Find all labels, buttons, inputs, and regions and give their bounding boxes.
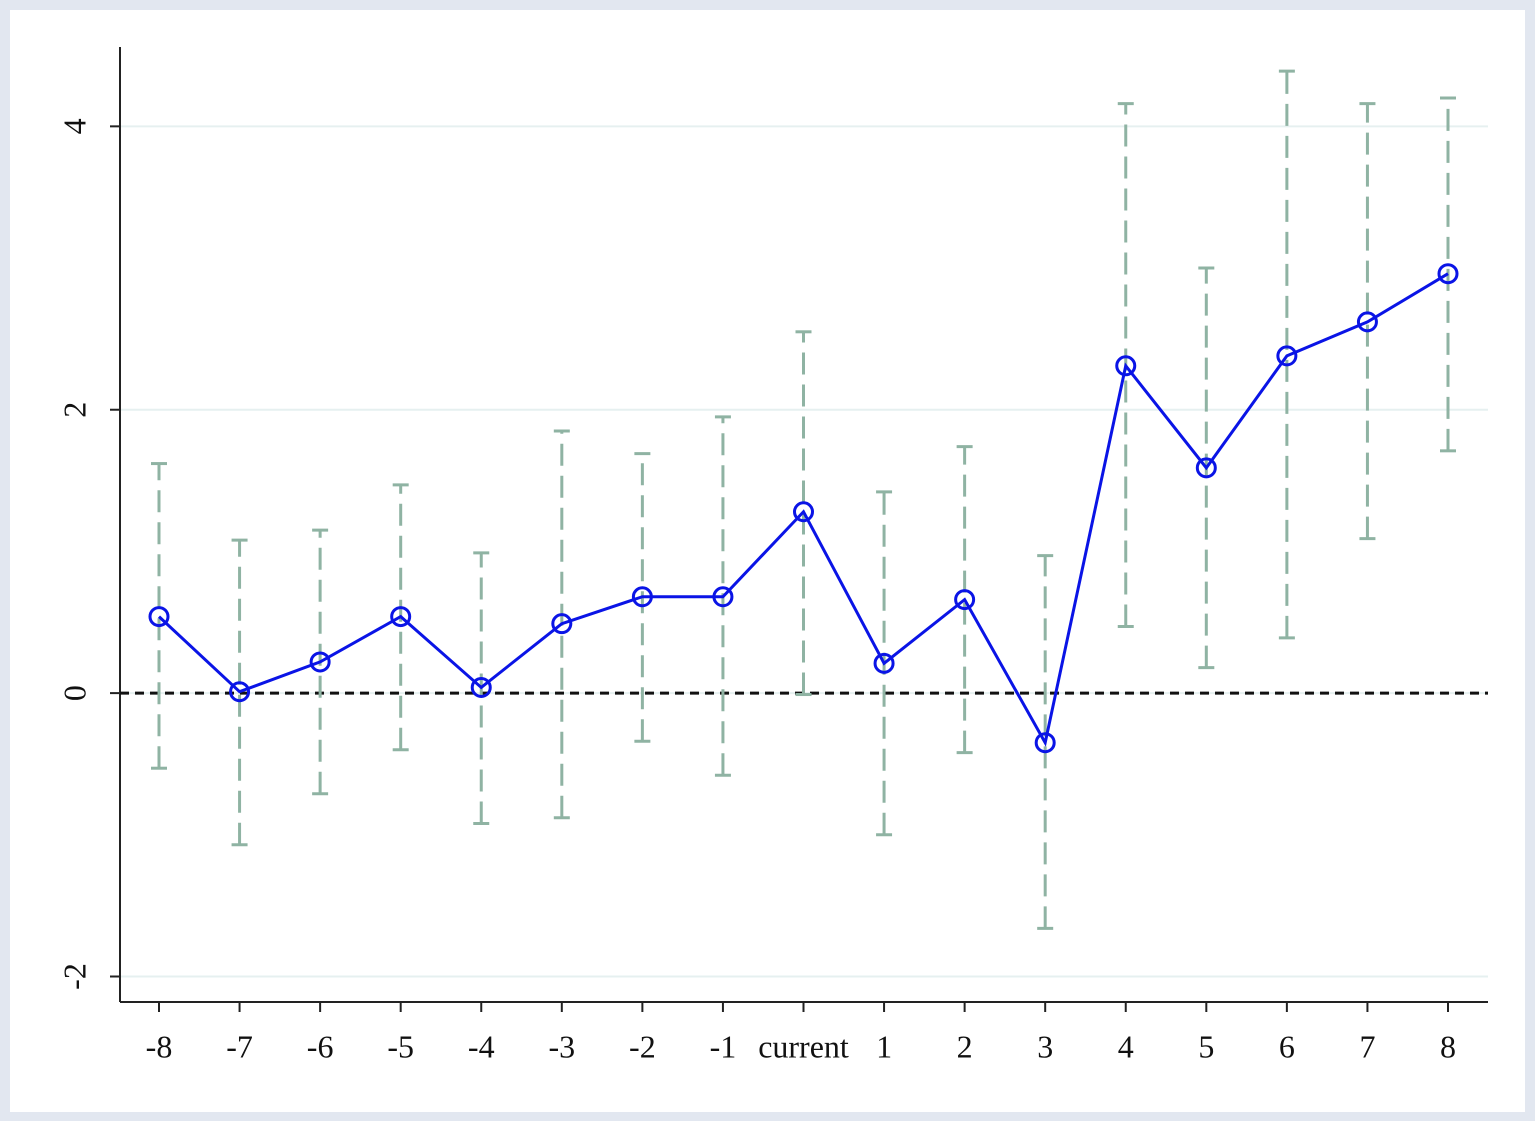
series-line [157,272,1449,747]
x-tick-label: 1 [876,1028,892,1064]
point [1437,263,1459,285]
y-tick-label: 4 [56,118,92,134]
point [954,589,976,611]
point [551,613,573,635]
y-tick-label: 2 [56,402,92,418]
point [1276,345,1298,367]
point [631,586,653,608]
y-tick-label: 0 [56,685,92,701]
x-tick-label: -8 [146,1028,173,1064]
point [1115,355,1137,377]
x-tick-label: 8 [1440,1028,1456,1064]
x-tick-label: -5 [387,1028,414,1064]
point [390,606,412,628]
x-tick-label: 5 [1198,1028,1214,1064]
point [1034,732,1056,754]
plot-background [10,10,1525,1112]
x-tick-label: 7 [1359,1028,1375,1064]
point [148,606,170,628]
x-tick-label: 3 [1037,1028,1053,1064]
point [470,676,492,698]
point [1195,457,1217,479]
x-tick-label: current [758,1028,849,1064]
point [1356,311,1378,333]
x-tick-label: -3 [548,1028,575,1064]
y-tick-label: -2 [56,963,92,990]
x-tick-label: -1 [710,1028,737,1064]
point [309,651,331,673]
point [229,681,251,703]
x-tick-label: 4 [1118,1028,1134,1064]
point [712,586,734,608]
point [793,501,814,523]
point [873,652,895,674]
x-tick-label: 6 [1279,1028,1295,1064]
x-tick-label: 2 [957,1028,973,1064]
x-tick-label: -4 [468,1028,495,1064]
x-tick-label: -2 [629,1028,656,1064]
x-tick-label: -6 [307,1028,334,1064]
x-tick-label: -7 [226,1028,253,1064]
